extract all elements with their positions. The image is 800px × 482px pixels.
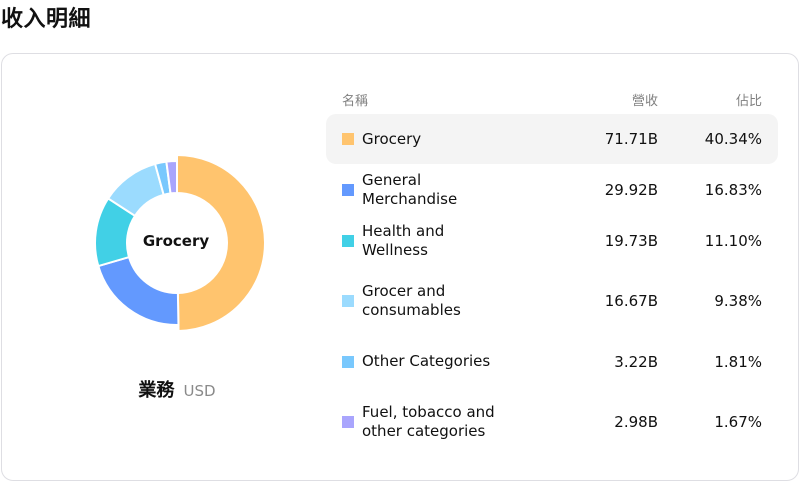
- category-name: Grocery: [362, 129, 422, 148]
- color-swatch-icon: [342, 416, 354, 428]
- cell-share: 9.38%: [714, 292, 762, 310]
- header-revenue: 營收: [631, 93, 658, 109]
- category-name: Fuel, tobacco and other categories: [362, 403, 495, 440]
- table-header: 名稱 營收 佔比: [326, 84, 778, 114]
- cell-share: 40.34%: [704, 130, 762, 148]
- header-share: 佔比: [735, 93, 762, 109]
- cell-name: General Merchandise: [342, 171, 508, 209]
- color-swatch-icon: [342, 183, 354, 196]
- table-row[interactable]: Grocer and consumables 16.67B 9.38%: [326, 266, 778, 336]
- color-swatch-icon: [342, 234, 354, 247]
- table-row[interactable]: Health and Wellness 19.73B 11.10%: [326, 215, 778, 266]
- table-row[interactable]: General Merchandise 29.92B 16.83%: [326, 164, 778, 215]
- currency-unit: USD: [183, 382, 216, 400]
- color-swatch-icon: [342, 133, 354, 145]
- cell-revenue: 71.71B: [604, 130, 658, 148]
- chart-area: Grocery 業務 USD: [2, 54, 327, 480]
- color-swatch-icon: [342, 295, 354, 307]
- donut-slice[interactable]: [165, 159, 178, 195]
- cell-share: 11.10%: [704, 231, 762, 250]
- category-name: Grocer and consumables: [362, 282, 461, 319]
- cell-share: 16.83%: [704, 180, 762, 199]
- revenue-breakdown-card: Grocery 業務 USD 名稱 營收 佔比 Grocery 71.71B 40.…: [1, 53, 799, 481]
- donut-chart[interactable]: [88, 154, 266, 332]
- table-row[interactable]: Grocery 71.71B 40.34%: [326, 114, 778, 164]
- donut-center-label: Grocery: [142, 232, 210, 250]
- segment-label: 業務: [138, 380, 175, 401]
- cell-revenue: 29.92B: [604, 180, 658, 199]
- cell-name: Grocer and consumables: [342, 282, 508, 320]
- cell-share: 1.67%: [714, 413, 762, 431]
- cell-revenue: 3.22B: [614, 352, 658, 371]
- donut-slice[interactable]: [97, 255, 180, 326]
- cell-revenue: 19.73B: [604, 231, 658, 250]
- cell-revenue: 2.98B: [614, 413, 658, 431]
- color-swatch-icon: [342, 355, 354, 368]
- chart-caption: 業務 USD: [2, 376, 352, 402]
- header-name: 名稱: [342, 93, 369, 109]
- cell-name: Health and Wellness: [342, 222, 508, 260]
- cell-share: 1.81%: [714, 352, 762, 371]
- category-name: General Merchandise: [362, 170, 458, 208]
- table-row[interactable]: Other Categories 3.22B 1.81%: [326, 336, 778, 387]
- table-row[interactable]: Fuel, tobacco and other categories 2.98B 1…: [326, 387, 778, 457]
- cell-revenue: 16.67B: [604, 292, 658, 310]
- category-name: Health and Wellness: [362, 221, 445, 259]
- cell-name: Grocery: [342, 130, 508, 149]
- page-title: 收入明細: [1, 7, 92, 32]
- cell-name: Fuel, tobacco and other categories: [342, 403, 508, 441]
- donut-slice[interactable]: [176, 154, 266, 332]
- category-name: Other Categories: [362, 352, 491, 370]
- revenue-table: 名稱 營收 佔比 Grocery 71.71B 40.34% General Merc…: [326, 84, 778, 457]
- cell-name: Other Categories: [342, 352, 508, 371]
